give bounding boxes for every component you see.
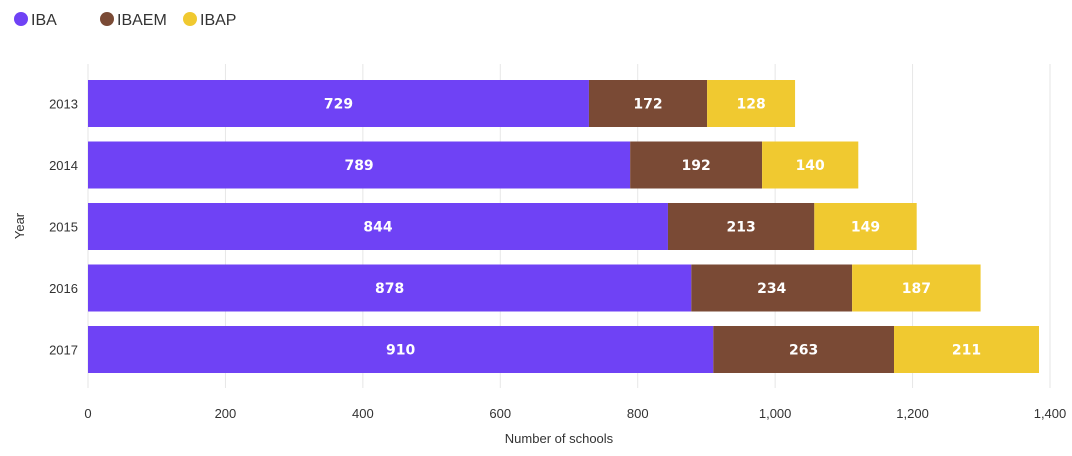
bar-ibap-2015	[814, 203, 917, 250]
bar-ibap-2016	[852, 264, 981, 312]
y-tick-label-2015: 2015	[49, 220, 78, 235]
bar-ibaem-2013	[588, 80, 708, 127]
legend-label-ibaem: IBAEM	[117, 12, 167, 29]
bar-iba-2013	[88, 80, 589, 127]
x-tick-label-2: 400	[352, 406, 374, 421]
y-tick-label-2014: 2014	[49, 158, 78, 173]
y-tick-label-2017: 2017	[49, 343, 78, 358]
data-label-ibaem-2016: 234	[757, 281, 786, 297]
y-tick-label-2016: 2016	[49, 281, 78, 296]
legend-label-iba: IBA	[31, 12, 57, 29]
bars: 729 172 128 789 192 140 844 213 149 878 234 187 910 2…	[88, 80, 1040, 373]
x-tick-label-7: 1,400	[1034, 406, 1067, 421]
bar-ibaem-2015	[667, 203, 815, 250]
data-label-ibaem-2013: 172	[633, 97, 662, 113]
data-label-ibap-2014: 140	[796, 158, 825, 174]
legend-swatch-iba	[14, 12, 28, 26]
y-axis: 2013 2014 2015 2016 2017	[49, 97, 78, 358]
data-label-iba-2017: 910	[386, 343, 415, 359]
legend-swatch-ibap	[183, 12, 197, 26]
data-label-ibap-2013: 128	[736, 97, 765, 113]
data-label-ibaem-2014: 192	[682, 158, 711, 174]
y-tick-label-2013: 2013	[49, 97, 78, 112]
data-label-ibap-2016: 187	[902, 281, 931, 297]
data-label-ibaem-2017: 263	[789, 343, 818, 359]
legend-label-ibap: IBAP	[200, 12, 236, 29]
bar-iba-2017	[88, 326, 714, 373]
data-label-iba-2016: 878	[375, 281, 404, 297]
data-label-ibaem-2015: 213	[727, 220, 756, 236]
x-tick-label-6: 1,200	[896, 406, 929, 421]
data-label-iba-2013: 729	[324, 97, 353, 113]
data-label-iba-2014: 789	[344, 158, 373, 174]
y-axis-title: Year	[12, 212, 27, 239]
bar-ibap-2014	[762, 141, 859, 189]
bar-iba-2016	[88, 264, 692, 312]
legend-swatch-ibaem	[100, 12, 114, 26]
x-axis-title: Number of schools	[505, 431, 614, 446]
data-label-ibap-2017: 211	[952, 343, 981, 359]
bar-ibaem-2014	[630, 141, 763, 189]
bar-ibaem-2017	[713, 326, 895, 373]
x-tick-label-4: 800	[627, 406, 649, 421]
bar-ibap-2017	[894, 326, 1040, 373]
x-tick-label-0: 0	[84, 406, 91, 421]
x-tick-label-5: 1,000	[759, 406, 792, 421]
data-label-iba-2015: 844	[363, 220, 392, 236]
bar-ibaem-2016	[691, 264, 853, 312]
x-axis: 0 200 400 600 800 1,000 1,200 1,400	[84, 406, 1066, 421]
x-tick-label-3: 600	[489, 406, 511, 421]
x-tick-label-1: 200	[215, 406, 237, 421]
bar-iba-2014	[88, 141, 631, 189]
bar-ibap-2013	[707, 80, 796, 127]
legend: IBA IBAEM IBAP	[14, 12, 236, 29]
bar-iba-2015	[88, 203, 668, 250]
data-label-ibap-2015: 149	[851, 220, 880, 236]
